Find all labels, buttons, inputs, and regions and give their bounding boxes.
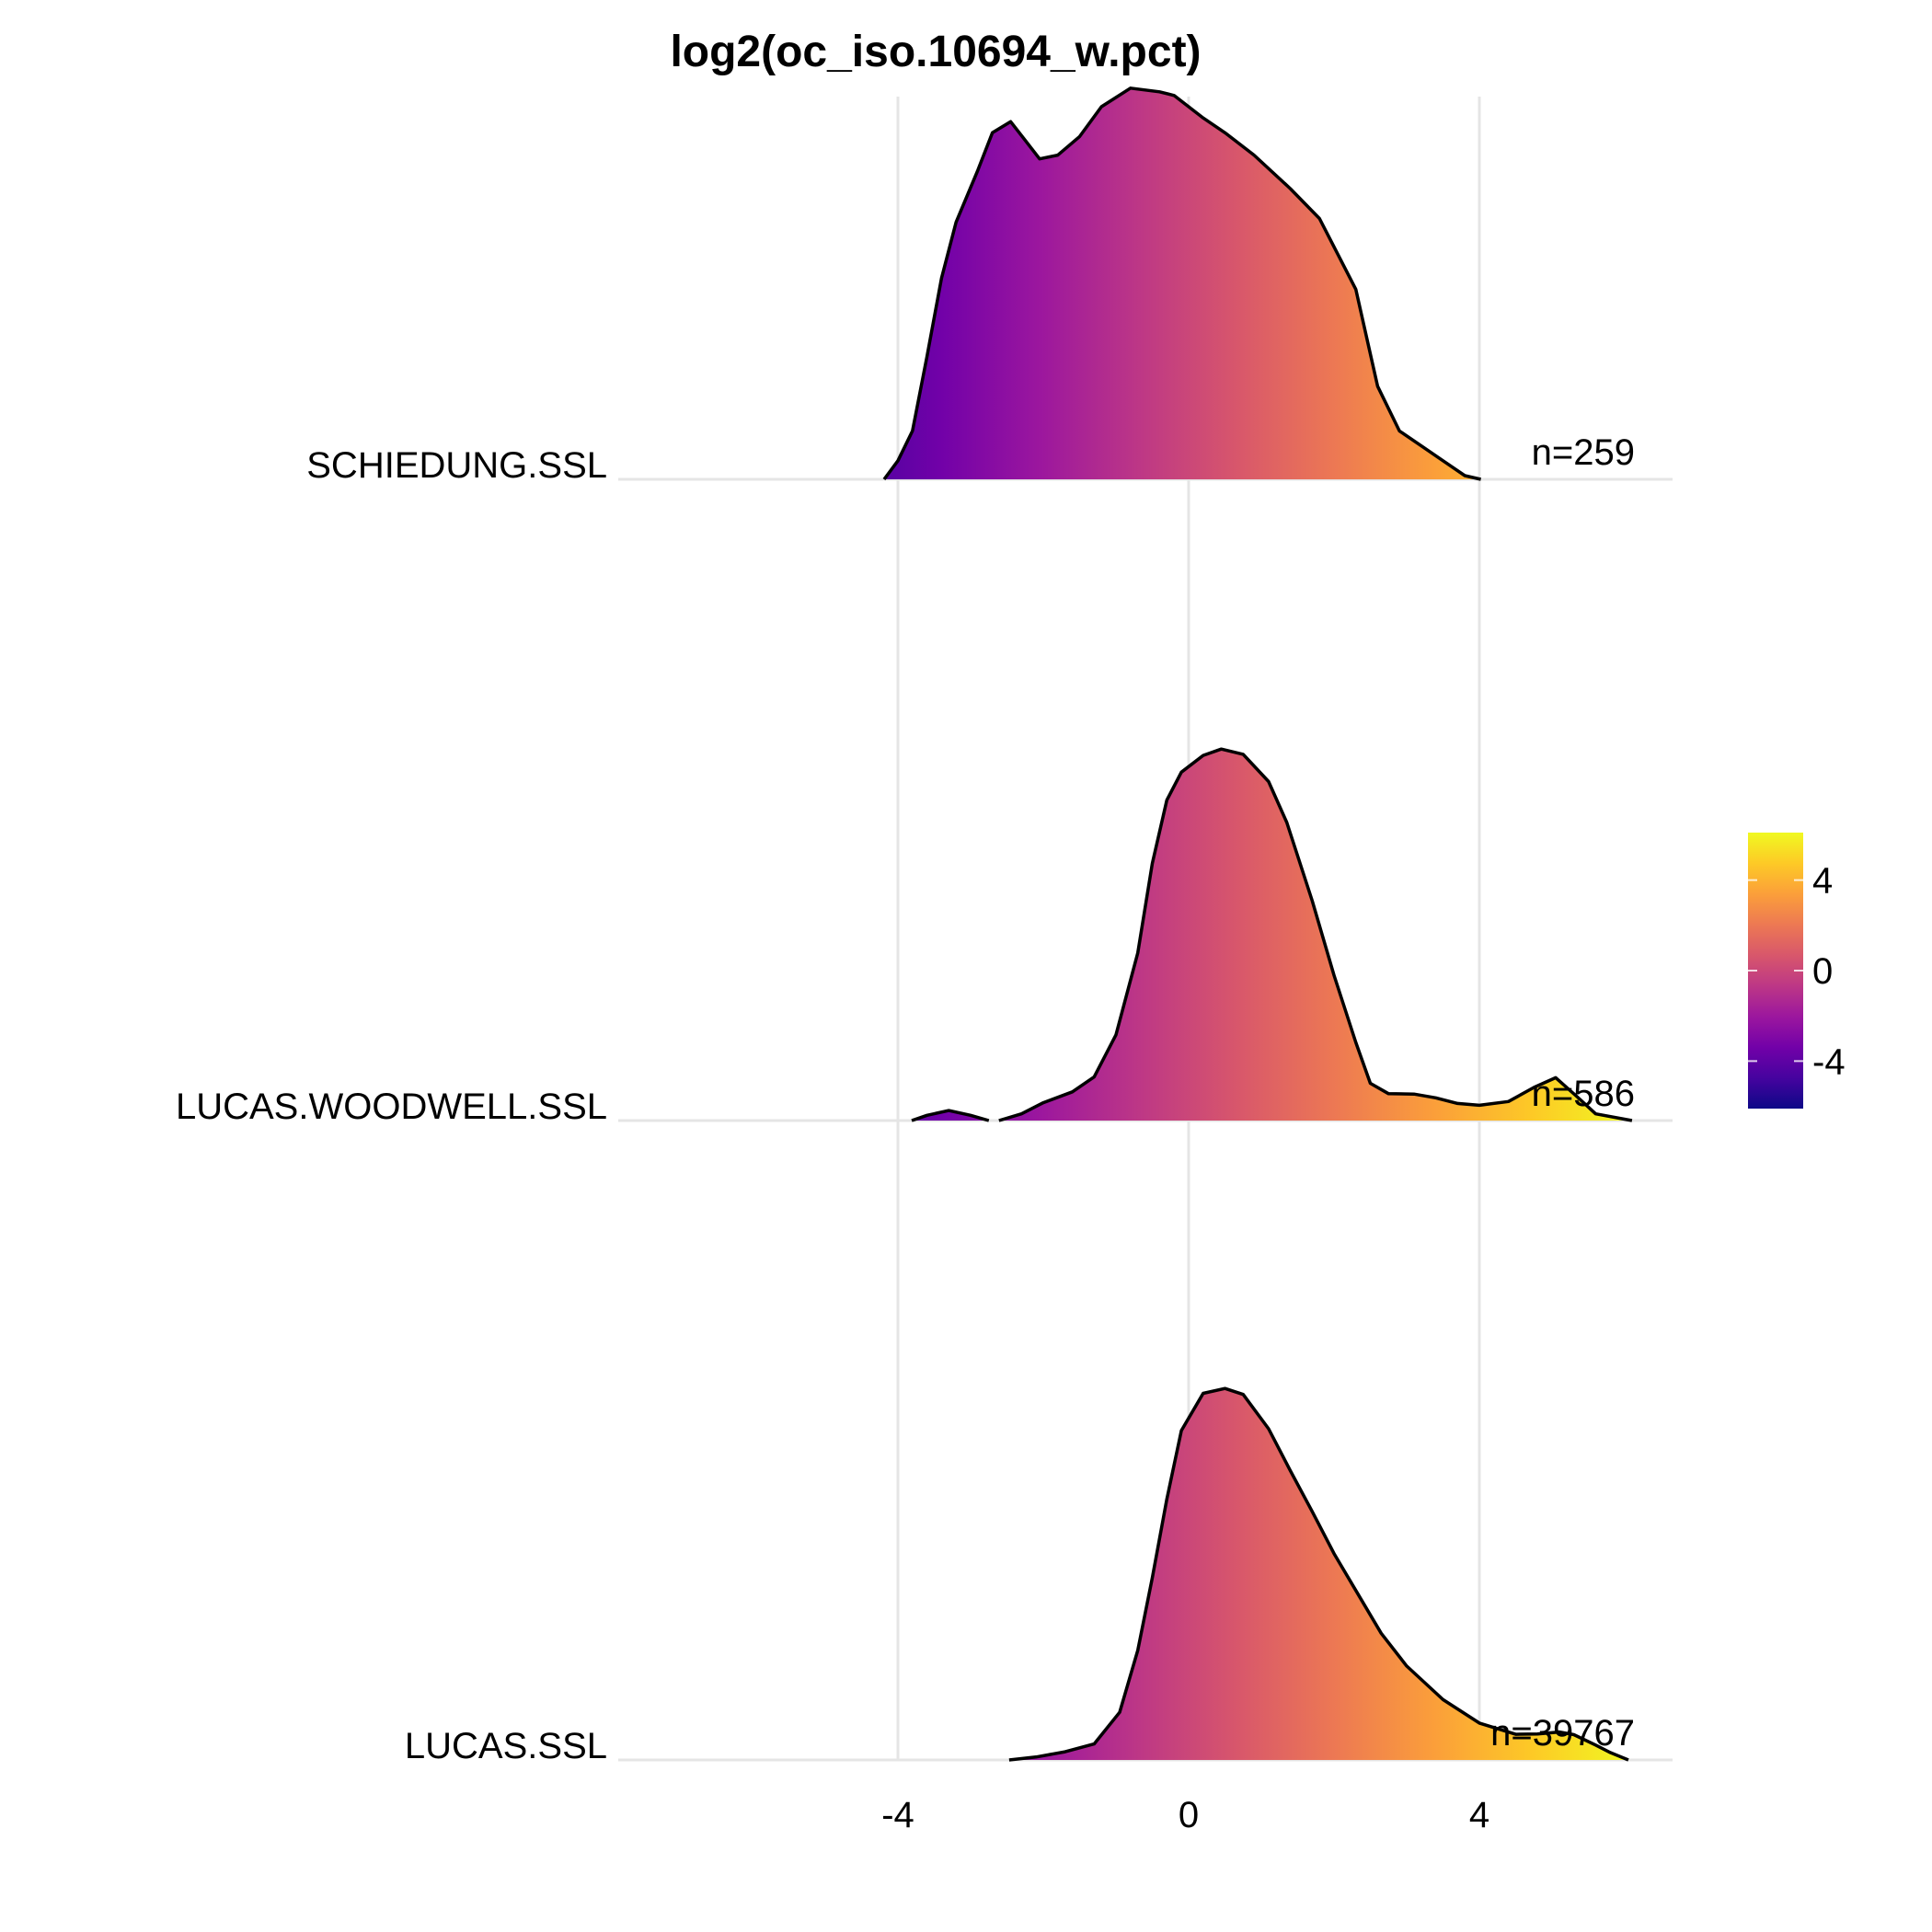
colorbar-tick-label: 0 bbox=[1812, 951, 1833, 992]
ridge-outline bbox=[1008, 1386, 1629, 1762]
ridge-area bbox=[912, 1110, 989, 1121]
x-tick-label: 4 bbox=[1469, 1795, 1489, 1835]
n-count-label: n=586 bbox=[1532, 1074, 1635, 1114]
ridge-area bbox=[998, 749, 1632, 1121]
ridge-lucas-ssl bbox=[1008, 1386, 1629, 1762]
ridges bbox=[882, 86, 1633, 1762]
color-legend: 4 0 -4 bbox=[1748, 833, 1846, 1109]
category-label: SCHIEDUNG.SSL bbox=[306, 445, 607, 486]
ridge-area bbox=[884, 87, 1481, 480]
ridge-area bbox=[1008, 1388, 1628, 1760]
ridge-outline bbox=[911, 1109, 990, 1122]
ridge-outline bbox=[882, 86, 1481, 481]
labels: SCHIEDUNG.SSL n=259 LUCAS.WOODWELL.SSL n=58… bbox=[176, 432, 1635, 1835]
x-tick-label: -4 bbox=[881, 1795, 914, 1835]
colorbar-tick-label: 4 bbox=[1812, 861, 1833, 902]
colorbar-tick-label: -4 bbox=[1812, 1041, 1846, 1082]
chart-title: log2(oc_iso.10694_w.pct) bbox=[670, 28, 1201, 76]
n-count-label: n=39767 bbox=[1490, 1713, 1635, 1754]
ridge-outline bbox=[998, 747, 1633, 1122]
category-label: LUCAS.WOODWELL.SSL bbox=[176, 1087, 607, 1127]
x-tick-label: 0 bbox=[1179, 1795, 1199, 1835]
category-label: LUCAS.SSL bbox=[405, 1726, 607, 1766]
ridge-schiedung-ssl bbox=[882, 86, 1481, 481]
ridge-lucas-woodwell-ssl bbox=[911, 747, 1633, 1122]
n-count-label: n=259 bbox=[1532, 432, 1635, 473]
